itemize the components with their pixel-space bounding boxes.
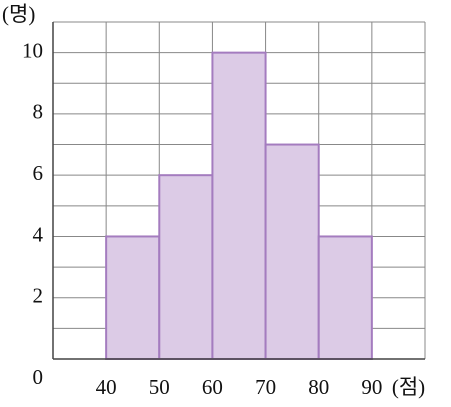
- x-tick-label: 70: [255, 375, 276, 399]
- x-tick-label: 80: [308, 375, 329, 399]
- y-tick-label: 4: [33, 222, 44, 246]
- bar: [211, 51, 267, 361]
- bar: [264, 143, 320, 360]
- y-tick-label: 10: [22, 38, 43, 62]
- x-unit-label: (점): [392, 375, 425, 399]
- bar: [105, 235, 161, 360]
- x-tick-label: 60: [202, 375, 223, 399]
- x-tick-label: 50: [149, 375, 170, 399]
- x-tick-label: 40: [96, 375, 117, 399]
- y-unit-label: (명): [2, 2, 35, 26]
- y-tick-label: 6: [33, 161, 44, 185]
- y-tick-label: 2: [33, 284, 44, 308]
- y-tick-label: 8: [33, 100, 44, 124]
- bar: [317, 235, 373, 360]
- origin-label: 0: [33, 365, 44, 389]
- bar: [158, 174, 214, 360]
- x-tick-label: 90: [361, 375, 382, 399]
